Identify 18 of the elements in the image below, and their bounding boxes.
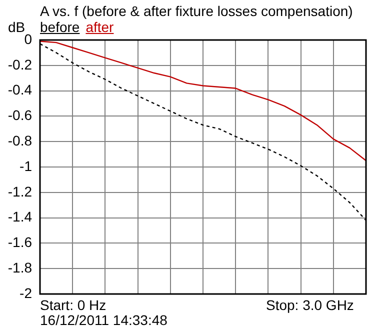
y-tick-label: -0.6 xyxy=(8,107,32,124)
y-tick-label: -1 xyxy=(20,158,32,174)
series-label: before xyxy=(40,19,80,35)
y-tick-label: 0 xyxy=(24,30,32,47)
text: 16/12/2011 14:33:48 xyxy=(40,312,168,328)
text: Start: 0 Hz xyxy=(40,297,106,313)
text: Stop: 3.0 GHz xyxy=(266,297,354,313)
y-tick-label: -1.4 xyxy=(8,208,32,225)
y-tick-label: -0.2 xyxy=(8,56,32,72)
y-tick-label: -0.4 xyxy=(8,82,32,98)
y-tick-label: -1.2 xyxy=(8,183,32,200)
y-axis-title: dB xyxy=(8,19,26,35)
y-tick-label: -2 xyxy=(20,284,32,301)
chart-title: A vs. f (before & after fixture losses compensation) xyxy=(40,3,353,19)
y-tick-label: -1.6 xyxy=(8,234,32,250)
y-tick-label: -1.8 xyxy=(8,259,32,276)
y-tick-label: -0.8 xyxy=(8,132,32,148)
series-label: after xyxy=(86,19,114,35)
